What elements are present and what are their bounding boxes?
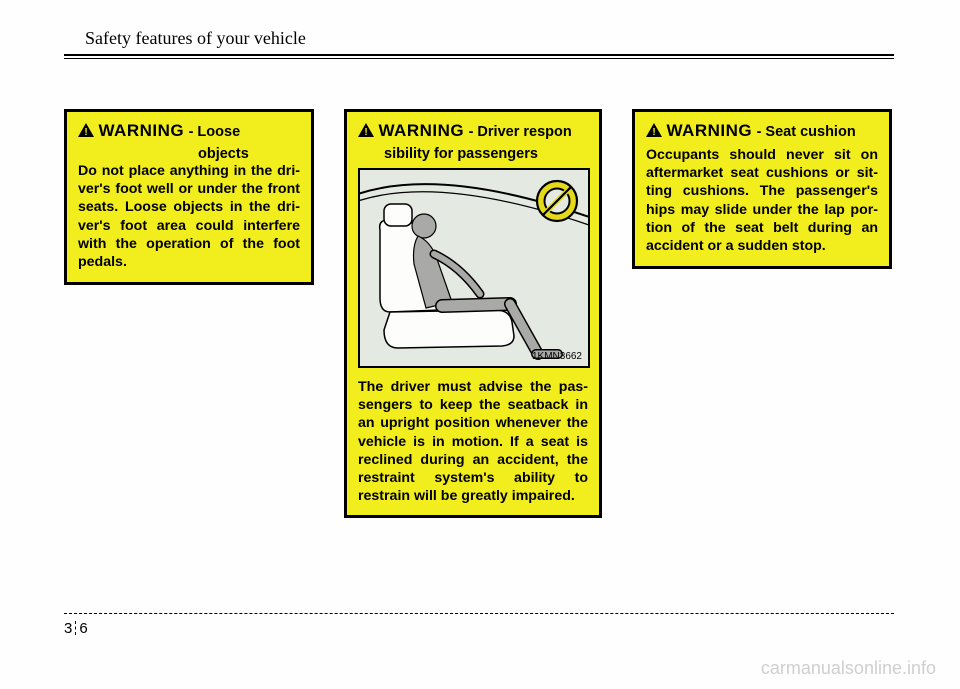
- warning-header: ! WARNING - Driver respon­: [358, 121, 588, 142]
- warning-subtitle: - Driver respon­: [469, 124, 572, 140]
- warning-box-driver-responsibility: ! WARNING - Driver respon­ sibility for …: [344, 109, 602, 518]
- warning-box-seat-cushion: ! WARNING - Seat cushion Occupants shoul…: [632, 109, 892, 269]
- page-title: Safety features of your vehicle: [85, 28, 306, 49]
- warning-body: The driver must advise the pas­sengers t…: [358, 378, 588, 505]
- warning-triangle-icon: !: [646, 123, 662, 142]
- illustration-code: 1KMN3662: [532, 351, 582, 362]
- svg-text:!: !: [652, 127, 655, 137]
- warning-label: WARNING: [378, 121, 464, 140]
- warning-subtitle: - Loose: [189, 124, 241, 140]
- reclined-seat-illustration: 1KMN3662: [358, 168, 590, 368]
- page-number: 36: [64, 620, 88, 637]
- footer-rule: [64, 613, 894, 614]
- warning-subtitle-line2: objects: [78, 146, 300, 162]
- warning-label: WARNING: [666, 121, 752, 140]
- warning-body: Do not place anything in the dri­ver's f…: [78, 162, 300, 271]
- page-number-value: 6: [79, 620, 87, 637]
- watermark: carmanualsonline.info: [761, 658, 936, 679]
- title-rule: [64, 54, 894, 56]
- warning-subtitle: - Seat cushion: [757, 124, 856, 140]
- svg-text:!: !: [84, 127, 87, 137]
- warning-header: ! WARNING - Seat cushion: [646, 121, 878, 142]
- prohibit-icon: [534, 178, 580, 224]
- section-number: 3: [64, 620, 72, 637]
- warning-triangle-icon: !: [78, 123, 94, 142]
- warning-triangle-icon: !: [358, 123, 374, 142]
- warning-box-loose-objects: ! WARNING - Loose objects Do not place a…: [64, 109, 314, 285]
- warning-label: WARNING: [98, 121, 184, 140]
- warning-header: ! WARNING - Loose: [78, 121, 300, 142]
- svg-text:!: !: [364, 127, 367, 137]
- warning-subtitle-line2: sibility for passengers: [358, 146, 588, 162]
- warning-body: Occupants should never sit on aftermarke…: [646, 146, 878, 255]
